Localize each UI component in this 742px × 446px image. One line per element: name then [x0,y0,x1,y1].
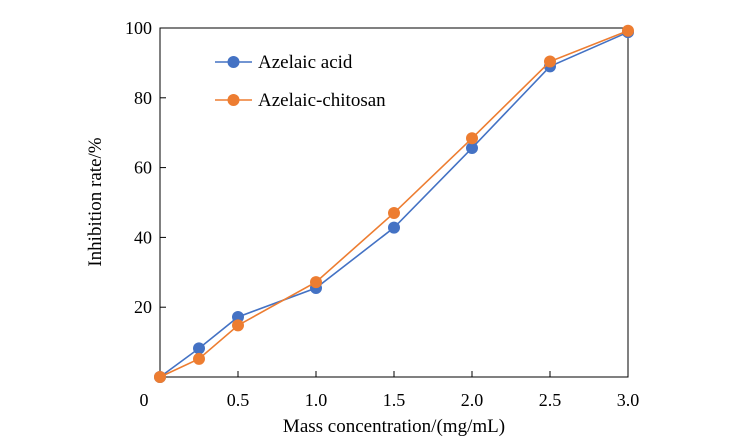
x-tick-label: 0 [140,390,149,410]
legend-marker [227,94,240,106]
data-point [466,142,478,155]
series-line-1 [159,31,629,378]
x-tick-label: 3.0 [617,390,640,410]
data-point [388,221,400,234]
legend: Azelaic acid Azelaic-chitosan [215,52,386,111]
data-point [232,310,244,323]
legend-label: Azelaic-chitosan [258,90,386,111]
x-tick-label: 2.0 [461,390,484,410]
y-tick-label: 20 [134,297,152,317]
series-line-2 [159,30,629,378]
data-point [154,371,166,383]
y-tick-label: 40 [134,227,152,247]
x-tick-label: 1.5 [383,390,406,410]
x-axis-ticks: 0 0.5 1.0 1.5 2.0 2.5 3.0 [140,371,640,410]
data-point [193,352,205,365]
legend-marker [227,56,240,68]
data-point [388,206,400,219]
y-axis-ticks: 20 40 60 80 100 [125,18,166,317]
data-point [193,342,205,355]
data-point [622,24,634,37]
data-point [466,132,478,145]
y-axis-title: Inhibition rate/% [85,137,106,266]
x-tick-label: 0.5 [227,390,250,410]
x-tick-label: 1.0 [305,390,328,410]
x-tick-label: 2.5 [539,390,562,410]
y-tick-label: 60 [134,158,152,178]
legend-label: Azelaic acid [258,52,353,73]
data-point [232,319,244,332]
y-tick-label: 100 [125,18,152,38]
plot-frame [159,27,629,378]
data-point [544,55,556,68]
series-layer [154,24,634,383]
data-point [310,276,322,289]
y-tick-label: 80 [134,88,152,108]
x-axis-title: Mass concentration/(mg/mL) [283,416,505,437]
